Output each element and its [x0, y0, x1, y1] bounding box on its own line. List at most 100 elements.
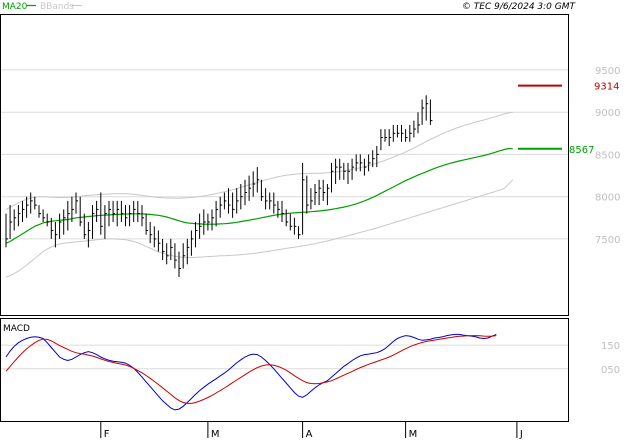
price-bar — [314, 184, 317, 206]
price-bar — [429, 99, 433, 125]
price-bar — [162, 238, 165, 261]
price-bar — [228, 188, 231, 214]
price-bar — [351, 158, 355, 180]
x-tick-label-M: M — [409, 429, 418, 440]
price-tick-label-8500: 8500 — [595, 150, 620, 161]
price-bar — [96, 200, 99, 222]
price-bar — [409, 124, 412, 142]
price-bar — [129, 205, 132, 227]
price-bar — [100, 192, 103, 235]
price-bar — [372, 150, 375, 168]
price-bar — [421, 99, 425, 125]
price-tick-label-8000: 8000 — [595, 193, 620, 204]
bollinger-lower-line — [5, 179, 514, 278]
price-bar — [9, 205, 13, 239]
price-bar — [293, 217, 297, 235]
price-bar — [34, 196, 37, 210]
price-bar — [380, 129, 383, 151]
price-bar — [166, 243, 169, 265]
price-bar — [157, 230, 161, 252]
price-bar — [335, 158, 338, 184]
price-bar — [26, 196, 29, 218]
x-tick-label-F: F — [104, 429, 110, 440]
price-gridlines — [1, 69, 568, 240]
price-bar — [384, 129, 387, 142]
price-bar — [265, 188, 268, 210]
price-bar — [388, 129, 392, 146]
price-bar — [223, 192, 227, 210]
price-bar — [207, 213, 210, 231]
price-bar — [125, 205, 128, 227]
y-axis-labels: 7500 8000 8500 9000 9500 150 050 — [595, 66, 620, 376]
price-bar — [195, 222, 198, 248]
price-bar — [137, 200, 140, 222]
price-bar — [178, 251, 181, 277]
macd-tick-label-150: 150 — [601, 341, 620, 352]
price-bar — [306, 175, 309, 214]
price-bar — [5, 213, 8, 248]
price-bar — [112, 200, 116, 222]
macd-panel-frame — [0, 318, 569, 422]
marker-8567-label: 8567 — [569, 145, 594, 156]
price-bar — [141, 205, 144, 227]
price-bar — [87, 222, 91, 248]
price-bar — [256, 167, 260, 193]
price-bar — [252, 171, 256, 197]
price-bar — [347, 162, 350, 184]
macd-series-macd — [5, 333, 497, 411]
price-bar — [405, 129, 408, 142]
price-bar — [215, 200, 219, 227]
price-bar — [302, 162, 305, 235]
price-bar — [339, 158, 342, 180]
price-bar — [211, 209, 214, 231]
x-tick-label-M: M — [211, 429, 220, 440]
price-bar — [376, 146, 379, 168]
price-bar — [104, 205, 107, 239]
legend: MA20 BBands — [2, 2, 82, 12]
price-bar — [153, 226, 157, 248]
macd-title: MACD — [3, 324, 30, 334]
price-bar — [42, 209, 46, 222]
legend-ma20-label: MA20 — [2, 2, 28, 12]
price-panel-frame — [0, 14, 569, 316]
price-bar — [401, 124, 404, 142]
price-bar — [368, 154, 371, 172]
price-bar — [170, 238, 173, 261]
price-bar — [38, 205, 41, 218]
macd-series-signal — [5, 335, 497, 404]
price-bar — [277, 200, 280, 218]
macd-tick-label-050: 050 — [601, 365, 620, 376]
price-bar — [108, 200, 111, 227]
price-bar — [13, 209, 17, 231]
price-bar — [285, 209, 289, 227]
price-bar — [120, 200, 124, 222]
price-bar — [318, 179, 322, 206]
price-bar — [269, 192, 272, 210]
price-bar — [413, 120, 416, 138]
price-bar — [219, 196, 223, 218]
price-bar — [50, 217, 54, 239]
price-tick-label-7500: 7500 — [595, 235, 620, 246]
price-bar — [310, 188, 313, 210]
price-bar — [248, 175, 252, 201]
price-bar — [46, 213, 50, 227]
price-bar — [359, 154, 363, 172]
x-tick-label-A: A — [306, 429, 313, 440]
price-bar — [396, 124, 400, 138]
price-bar — [355, 154, 359, 172]
price-bar — [83, 213, 87, 239]
price-bar — [149, 222, 153, 244]
price-bar — [133, 200, 136, 222]
price-bar — [71, 196, 74, 222]
legend-bbands-label: BBands — [40, 2, 74, 12]
price-bar — [417, 112, 420, 134]
price-bar — [322, 179, 326, 201]
bollinger-upper-line — [5, 111, 513, 210]
price-bar — [363, 158, 367, 176]
price-bar — [92, 205, 95, 239]
price-bar — [326, 184, 330, 206]
price-bar — [298, 226, 301, 239]
price-bar — [236, 188, 239, 214]
price-bar — [273, 192, 276, 214]
